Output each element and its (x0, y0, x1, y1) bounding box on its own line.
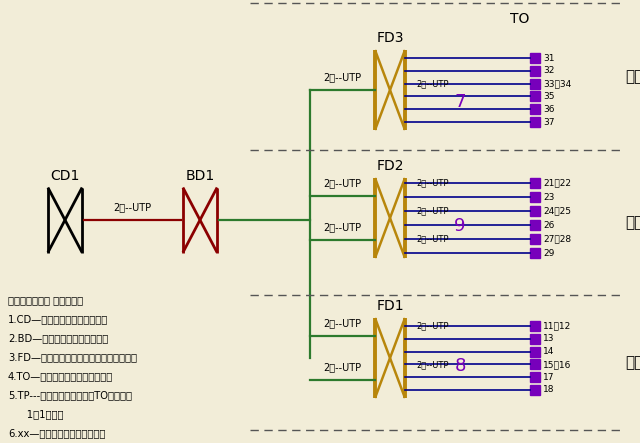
Bar (530, 78, 540, 89)
Text: 27、28: 27、28 (543, 234, 571, 244)
Bar (530, 117, 540, 127)
Text: 2根--UTP: 2根--UTP (417, 79, 449, 88)
Text: 5.TP---语音信息点，数量与TO点相同，: 5.TP---语音信息点，数量与TO点相同， (8, 390, 132, 400)
Bar (530, 321, 540, 331)
Text: 2根--UTP: 2根--UTP (417, 322, 449, 330)
Text: 2根--UTP: 2根--UTP (323, 178, 362, 188)
Text: 18: 18 (543, 385, 554, 395)
Text: 2根--UTP: 2根--UTP (417, 179, 449, 187)
Text: 2根--UTP: 2根--UTP (323, 72, 362, 82)
Text: 7: 7 (454, 93, 466, 111)
Text: 二层: 二层 (625, 215, 640, 230)
Bar (530, 248, 540, 258)
Text: 2根--UTP: 2根--UTP (417, 206, 449, 215)
Text: 6.xx—右边数字为信息点编号。: 6.xx—右边数字为信息点编号。 (8, 428, 106, 438)
Text: 11、12: 11、12 (543, 322, 572, 330)
Text: 36: 36 (543, 105, 554, 114)
Text: 24、25: 24、25 (543, 206, 571, 215)
Text: 35: 35 (543, 92, 554, 101)
Text: FD3: FD3 (376, 31, 404, 45)
Text: 2根--UTP: 2根--UTP (323, 222, 362, 232)
Bar (530, 66, 540, 76)
Bar (530, 220, 540, 230)
Text: 2.BD—建筑物布线系统配线架。: 2.BD—建筑物布线系统配线架。 (8, 333, 108, 343)
Text: 37: 37 (543, 117, 554, 127)
Bar (530, 91, 540, 101)
Text: 一层: 一层 (625, 355, 640, 370)
Text: 三层: 三层 (625, 69, 640, 84)
Bar (530, 385, 540, 395)
Text: 2根--UTP: 2根--UTP (323, 318, 362, 328)
Text: BD1: BD1 (186, 168, 214, 183)
Text: 13: 13 (543, 334, 554, 343)
Text: 2根--UTP: 2根--UTP (323, 362, 362, 372)
Text: 33、34: 33、34 (543, 79, 572, 88)
Text: 1.CD—建筑群布线系统配线架。: 1.CD—建筑群布线系统配线架。 (8, 314, 108, 324)
Bar (530, 178, 540, 188)
Text: 1剹1设计。: 1剹1设计。 (8, 409, 63, 419)
Text: 2根--UTP: 2根--UTP (113, 202, 152, 212)
Bar (530, 346, 540, 357)
Text: 31: 31 (543, 54, 554, 62)
Text: 32: 32 (543, 66, 554, 75)
Text: 21、22: 21、22 (543, 179, 571, 187)
Bar (530, 372, 540, 382)
Text: 3.FD—建筑物楼层管理间布线系统配线架。: 3.FD—建筑物楼层管理间布线系统配线架。 (8, 352, 137, 362)
Text: 26: 26 (543, 221, 554, 229)
Text: 29: 29 (543, 249, 554, 257)
Text: 14: 14 (543, 347, 554, 356)
Text: FD2: FD2 (376, 159, 404, 173)
Text: 8: 8 (454, 357, 466, 375)
Text: 9: 9 (454, 217, 466, 235)
Text: 17: 17 (543, 373, 554, 382)
Bar (530, 234, 540, 244)
Bar (530, 359, 540, 369)
Bar (530, 53, 540, 63)
Bar (530, 206, 540, 216)
Text: 15、16: 15、16 (543, 360, 572, 369)
Text: 2根--UTP: 2根--UTP (417, 360, 449, 369)
Bar (530, 104, 540, 114)
Text: TO: TO (510, 12, 530, 26)
Text: 综合布线系统图 图例说明：: 综合布线系统图 图例说明： (8, 295, 83, 305)
Bar (530, 192, 540, 202)
Text: 23: 23 (543, 193, 554, 202)
Text: 2根--UTP: 2根--UTP (417, 234, 449, 244)
Text: 4.TO—综合布线系统数据信息点。: 4.TO—综合布线系统数据信息点。 (8, 371, 113, 381)
Text: FD1: FD1 (376, 299, 404, 313)
Bar (530, 334, 540, 344)
Text: CD1: CD1 (51, 168, 80, 183)
